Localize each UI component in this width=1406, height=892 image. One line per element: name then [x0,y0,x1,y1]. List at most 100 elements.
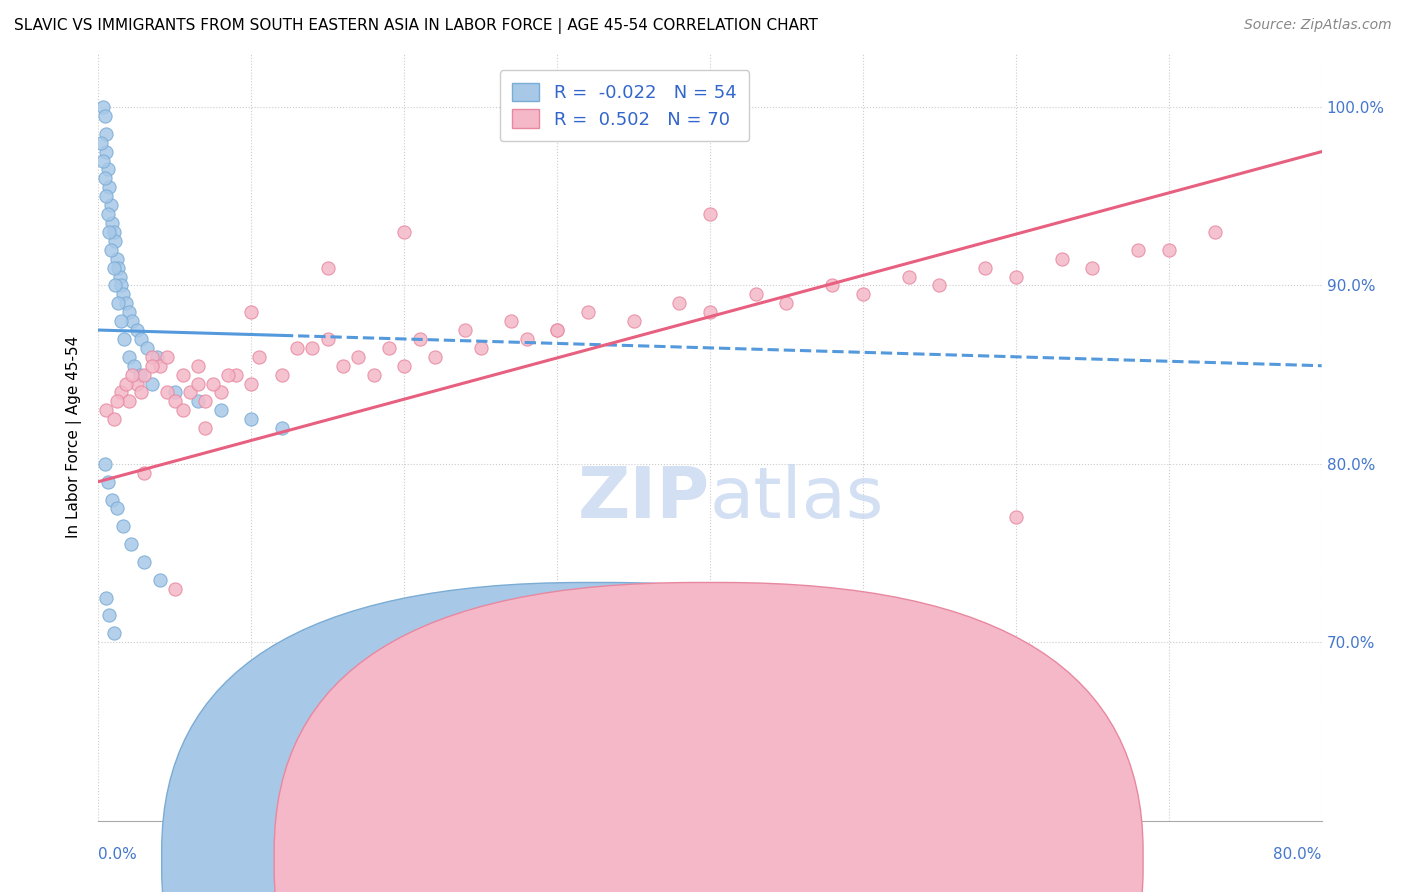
Point [110,314,132,328]
Point [136,341,159,355]
Point [98,225,121,239]
Point [105,252,128,266]
Point [392,225,416,239]
Point [156,385,179,400]
Point [129,332,152,346]
Point [118,350,141,364]
Point [105,501,128,516]
Point [156,350,179,364]
Point [928,278,950,293]
Point [316,260,339,275]
Point [454,323,477,337]
Point [516,332,538,346]
Point [97,207,120,221]
Point [240,305,263,319]
Point [172,403,194,417]
Point [194,421,217,435]
Point [111,287,134,301]
Point [209,403,232,417]
Text: 0.0%: 0.0% [98,847,138,863]
Point [194,394,217,409]
Point [247,350,270,364]
Point [149,359,172,373]
Point [209,385,232,400]
Point [172,368,194,382]
Point [107,260,129,275]
Point [1128,243,1150,257]
Point [1081,260,1104,275]
Point [163,582,186,596]
Point [94,189,117,203]
Point [1004,269,1026,284]
Point [121,368,143,382]
Point [163,385,186,400]
Point [129,385,152,400]
Point [115,376,138,391]
Point [115,296,138,310]
Point [103,260,125,275]
Point [145,350,167,364]
Point [187,394,209,409]
Point [118,394,141,409]
Point [122,359,145,373]
Point [103,626,125,640]
Point [103,225,125,239]
Point [97,162,120,177]
Point [187,376,209,391]
Point [163,394,186,409]
Point [240,412,263,426]
Point [100,198,122,212]
Point [546,323,568,337]
Point [103,412,125,426]
Point [347,350,370,364]
Point [240,376,263,391]
Point [107,296,129,310]
Point [332,359,354,373]
Point [1050,252,1073,266]
Point [110,278,132,293]
Point [225,368,247,382]
Point [1157,243,1180,257]
Point [98,180,121,194]
Point [501,314,523,328]
Point [392,359,416,373]
Point [852,287,875,301]
Point [118,305,141,319]
Point [149,573,172,587]
Point [623,314,645,328]
Point [1004,510,1026,524]
Point [179,385,201,400]
Point [821,278,844,293]
Text: Immigrants from South Eastern Asia: Immigrants from South Eastern Asia [727,853,1004,867]
Point [100,243,122,257]
Point [408,332,430,346]
Point [745,287,768,301]
Point [699,207,721,221]
Point [546,323,568,337]
Text: Source: ZipAtlas.com: Source: ZipAtlas.com [1244,18,1392,32]
Y-axis label: In Labor Force | Age 45-54: In Labor Force | Age 45-54 [66,336,83,538]
Point [134,466,156,480]
Point [112,332,135,346]
Legend: R =  -0.022   N = 54, R =  0.502   N = 70: R = -0.022 N = 54, R = 0.502 N = 70 [499,70,749,142]
Text: 80.0%: 80.0% [1274,847,1322,863]
Point [110,385,132,400]
Point [93,171,115,186]
Point [576,305,599,319]
Text: ZIP: ZIP [578,464,710,533]
Point [121,314,143,328]
Point [378,341,401,355]
Point [699,305,721,319]
Point [316,332,339,346]
Text: SLAVIC VS IMMIGRANTS FROM SOUTH EASTERN ASIA IN LABOR FORCE | AGE 45-54 CORRELAT: SLAVIC VS IMMIGRANTS FROM SOUTH EASTERN … [14,18,818,34]
Point [128,368,150,382]
Point [101,492,124,507]
Point [141,359,163,373]
Point [202,376,225,391]
Point [470,341,492,355]
Point [134,368,156,382]
Point [668,296,690,310]
Point [125,323,148,337]
Point [285,341,308,355]
Point [101,216,124,230]
